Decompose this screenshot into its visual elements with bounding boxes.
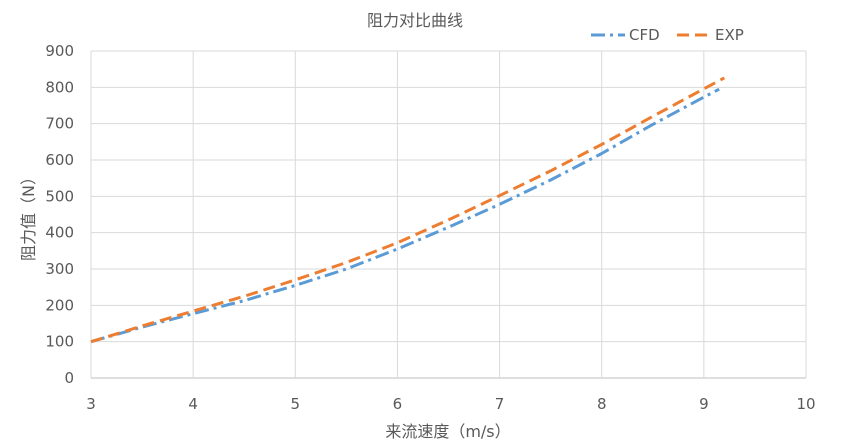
- axes: 0 100 200 300 400 500 600 700 800 900 3 4 5 6 7 8 9 10: [45, 42, 815, 413]
- y-tick-label: 800: [45, 78, 74, 96]
- y-tick-label: 400: [45, 224, 74, 242]
- x-tick-label: 3: [86, 395, 96, 413]
- y-tick-label: 500: [45, 187, 74, 205]
- legend-label-cfd: CFD: [629, 26, 660, 44]
- y-tick-label: 200: [45, 296, 74, 314]
- x-tick-label: 8: [597, 395, 607, 413]
- x-tick-label: 10: [796, 395, 815, 413]
- x-tick-label: 5: [291, 395, 301, 413]
- legend: CFD EXP: [591, 26, 744, 44]
- x-tick-label: 9: [699, 395, 709, 413]
- series-line-cfd: [90, 87, 720, 344]
- y-tick-label: 600: [45, 151, 74, 169]
- y-tick-label: 300: [45, 260, 74, 278]
- y-tick-label: 100: [45, 333, 74, 351]
- x-tick-label: 6: [393, 395, 403, 413]
- legend-label-exp: EXP: [715, 26, 744, 44]
- x-axis-title: 来流速度（m/s）: [385, 422, 510, 441]
- y-tick-label: 900: [45, 42, 74, 60]
- y-tick-label: 0: [64, 369, 74, 387]
- y-axis-title: 阻力值（N）: [19, 169, 38, 261]
- series-lines: [90, 76, 726, 344]
- grid: [90, 50, 807, 379]
- series-line-exp: [90, 76, 726, 344]
- x-tick-label: 4: [188, 395, 198, 413]
- chart-title: 阻力对比曲线: [367, 11, 463, 30]
- x-tick-label: 7: [495, 395, 505, 413]
- y-tick-label: 700: [45, 115, 74, 133]
